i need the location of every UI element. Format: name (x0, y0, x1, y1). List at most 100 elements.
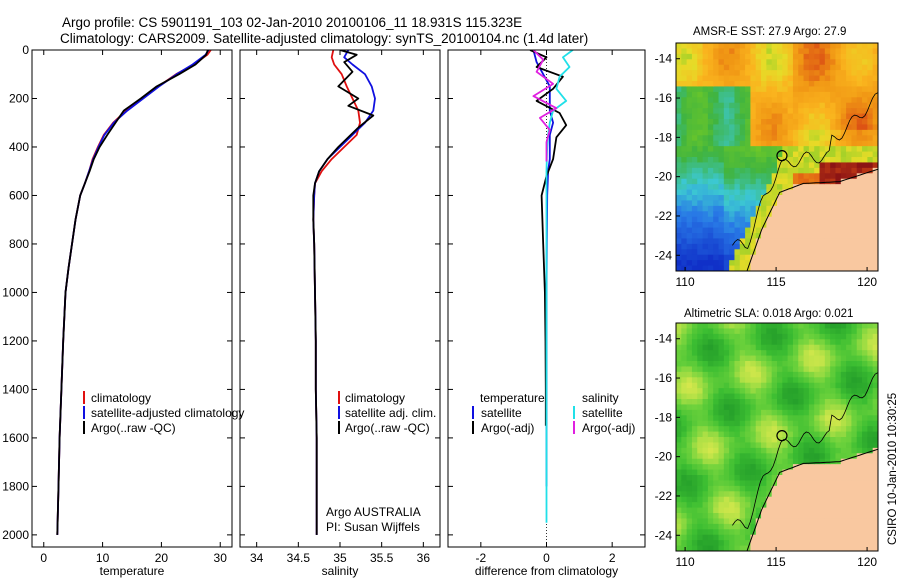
ocean-cell (803, 75, 810, 82)
land-cell (846, 238, 853, 245)
land-cell (787, 265, 794, 271)
ocean-cell (702, 75, 709, 82)
land-cell (830, 502, 837, 509)
ocean-cell (691, 404, 698, 411)
ocean-cell (729, 426, 736, 433)
ocean-cell (856, 157, 863, 164)
ocean-cell (734, 518, 741, 525)
ocean-cell (734, 162, 741, 169)
ocean-cell (761, 409, 767, 416)
ocean-cell (787, 135, 794, 142)
ocean-cell (862, 388, 868, 395)
ocean-cell (792, 426, 799, 433)
ocean-cell (761, 475, 767, 482)
ocean-cell (755, 377, 762, 384)
ocean-cell (851, 108, 858, 115)
ocean-cell (840, 102, 847, 109)
ocean-cell (739, 146, 746, 153)
land-cell (819, 491, 826, 498)
ocean-cell (734, 464, 741, 471)
ocean-cell (771, 409, 778, 416)
ocean-cell (745, 173, 752, 180)
map-y-tick-label: -24 (655, 248, 673, 262)
ocean-cell (851, 323, 858, 330)
ocean-cell (856, 119, 863, 126)
land-cell (782, 260, 789, 267)
ocean-cell (729, 442, 736, 449)
land-cell (808, 480, 815, 487)
ocean-cell (734, 399, 741, 406)
ocean-cell (723, 323, 730, 330)
ocean-cell (798, 81, 805, 88)
land-cell (814, 523, 821, 530)
ocean-cell (723, 227, 730, 234)
land-cell (856, 491, 863, 498)
legend-label-satellite: satellite adj. clim. (345, 406, 436, 420)
ocean-cell (676, 513, 682, 520)
ocean-cell (803, 415, 810, 422)
land-cell (814, 540, 821, 547)
land-cell (808, 534, 815, 541)
ocean-cell (766, 415, 773, 422)
ocean-cell (792, 333, 799, 340)
land-cell (872, 447, 878, 454)
ocean-cell (761, 393, 767, 400)
land-cell (830, 545, 837, 551)
ocean-cell (734, 420, 741, 427)
ocean-cell (681, 265, 688, 271)
land-cell (856, 249, 863, 256)
ocean-cell (777, 135, 783, 142)
land-cell (867, 464, 874, 471)
ocean-cell (755, 453, 762, 460)
ocean-cell (729, 162, 736, 169)
ocean-cell (702, 371, 709, 378)
ocean-cell (803, 371, 810, 378)
land-cell (798, 222, 805, 229)
ocean-cell (686, 491, 693, 498)
land-cell (771, 265, 778, 271)
ocean-cell (739, 265, 746, 271)
ocean-cell (729, 404, 736, 411)
ocean-cell (718, 393, 725, 400)
ocean-cell (862, 344, 868, 351)
x-tick-label: 20 (155, 551, 169, 565)
ocean-cell (734, 151, 741, 158)
ocean-cell (755, 162, 762, 169)
ocean-cell (819, 75, 826, 82)
ocean-cell (819, 167, 826, 174)
ocean-cell (745, 157, 752, 164)
ocean-cell (755, 173, 762, 180)
ocean-cell (787, 108, 794, 115)
ocean-cell (750, 361, 757, 368)
ocean-cell (803, 108, 810, 115)
ocean-cell (691, 113, 698, 120)
ocean-cell (681, 43, 688, 50)
ocean-cell (867, 167, 874, 174)
ocean-cell (777, 404, 783, 411)
ocean-cell (835, 377, 842, 384)
ocean-cell (846, 344, 853, 351)
ocean-cell (729, 233, 736, 240)
ocean-cell (830, 53, 837, 60)
land-cell (755, 518, 762, 525)
ocean-cell (782, 355, 789, 362)
ocean-cell (846, 48, 853, 55)
land-cell (862, 222, 868, 229)
land-cell (846, 211, 853, 218)
ocean-cell (808, 426, 815, 433)
ocean-cell (750, 53, 757, 60)
ocean-cell (750, 113, 757, 120)
ocean-cell (819, 151, 826, 158)
ocean-cell (787, 339, 794, 346)
land-cell (771, 523, 778, 530)
map-y-tick-label: -20 (655, 170, 673, 184)
ocean-cell (713, 119, 720, 126)
ocean-cell (676, 523, 682, 530)
ocean-cell (792, 328, 799, 335)
y-tick-label: 600 (9, 188, 29, 202)
ocean-cell (729, 81, 736, 88)
land-cell (872, 475, 878, 482)
ocean-cell (766, 420, 773, 427)
ocean-cell (830, 447, 837, 454)
ocean-cell (761, 355, 767, 362)
